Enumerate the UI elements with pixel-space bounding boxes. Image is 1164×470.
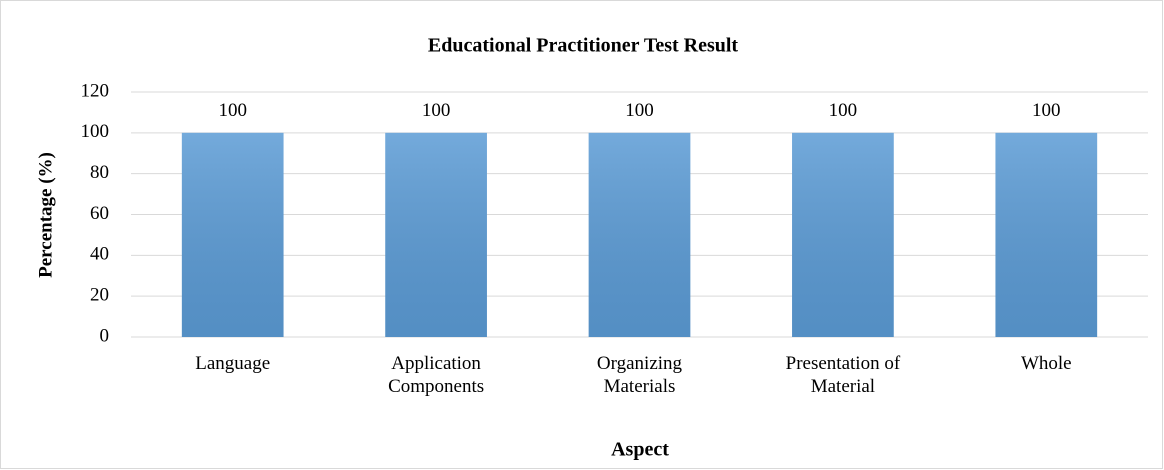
data-label: 100 <box>422 100 451 121</box>
bar-shade <box>385 132 487 337</box>
x-axis-title: Aspect <box>611 439 669 461</box>
x-tick-label: Presentation of Material <box>786 353 901 397</box>
bar-shade <box>792 132 894 337</box>
y-tick-label: 120 <box>81 80 110 101</box>
bar-shade <box>995 132 1098 337</box>
x-tick-label: Whole <box>1021 353 1072 374</box>
chart-title: Educational Practitioner Test Result <box>428 35 739 57</box>
y-tick-label: 20 <box>90 285 109 306</box>
y-axis-title: Percentage (%) <box>35 152 56 278</box>
y-tick-label: 0 <box>100 325 110 346</box>
x-tick-label: Organizing Materials <box>597 353 683 397</box>
x-tick-label: Application Components <box>388 353 484 397</box>
y-tick-label: 60 <box>90 203 109 224</box>
data-label: 100 <box>829 100 858 121</box>
y-tick-label: 100 <box>81 121 110 142</box>
data-label: 100 <box>218 100 247 121</box>
x-tick-label: Language <box>195 353 270 374</box>
data-label: 100 <box>625 100 654 121</box>
y-tick-label: 80 <box>90 162 109 183</box>
data-label: 100 <box>1032 100 1061 121</box>
bar-shade <box>588 132 691 337</box>
bar-shade <box>181 132 284 337</box>
y-tick-label: 40 <box>90 244 109 265</box>
